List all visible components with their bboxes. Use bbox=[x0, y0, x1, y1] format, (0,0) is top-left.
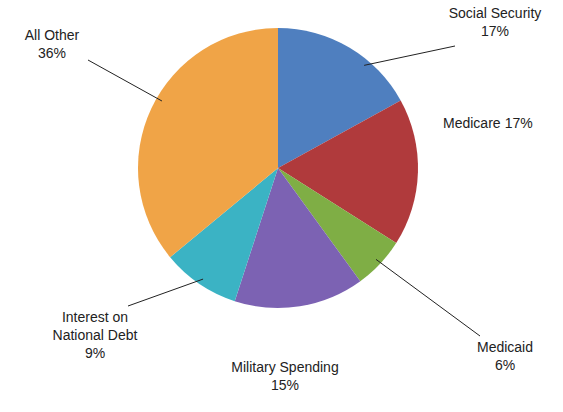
leader-line bbox=[376, 259, 480, 336]
value-label: 17% bbox=[505, 115, 533, 131]
value-label: 17% bbox=[481, 23, 509, 39]
slice-label: Medicare bbox=[443, 115, 501, 131]
chart-root: Social Security17%Medicare17%Medicaid6%M… bbox=[0, 0, 563, 412]
value-label: 36% bbox=[38, 45, 66, 61]
slice-label: Interest onNational Debt bbox=[53, 309, 138, 343]
slice-label: All Other bbox=[25, 27, 80, 43]
value-label: 6% bbox=[495, 357, 515, 373]
value-label: 15% bbox=[271, 377, 299, 393]
labels: Social Security17%Medicare17%Medicaid6%M… bbox=[25, 5, 542, 393]
leader-line bbox=[364, 46, 455, 65]
pie-slice bbox=[138, 28, 278, 257]
slice-label: Medicaid bbox=[477, 339, 533, 355]
slice-label: Military Spending bbox=[231, 359, 338, 375]
value-label: 9% bbox=[85, 345, 105, 361]
slice-label: Social Security bbox=[449, 5, 542, 21]
leader-line bbox=[128, 279, 203, 306]
pie bbox=[138, 28, 418, 308]
leader-line bbox=[88, 60, 162, 101]
